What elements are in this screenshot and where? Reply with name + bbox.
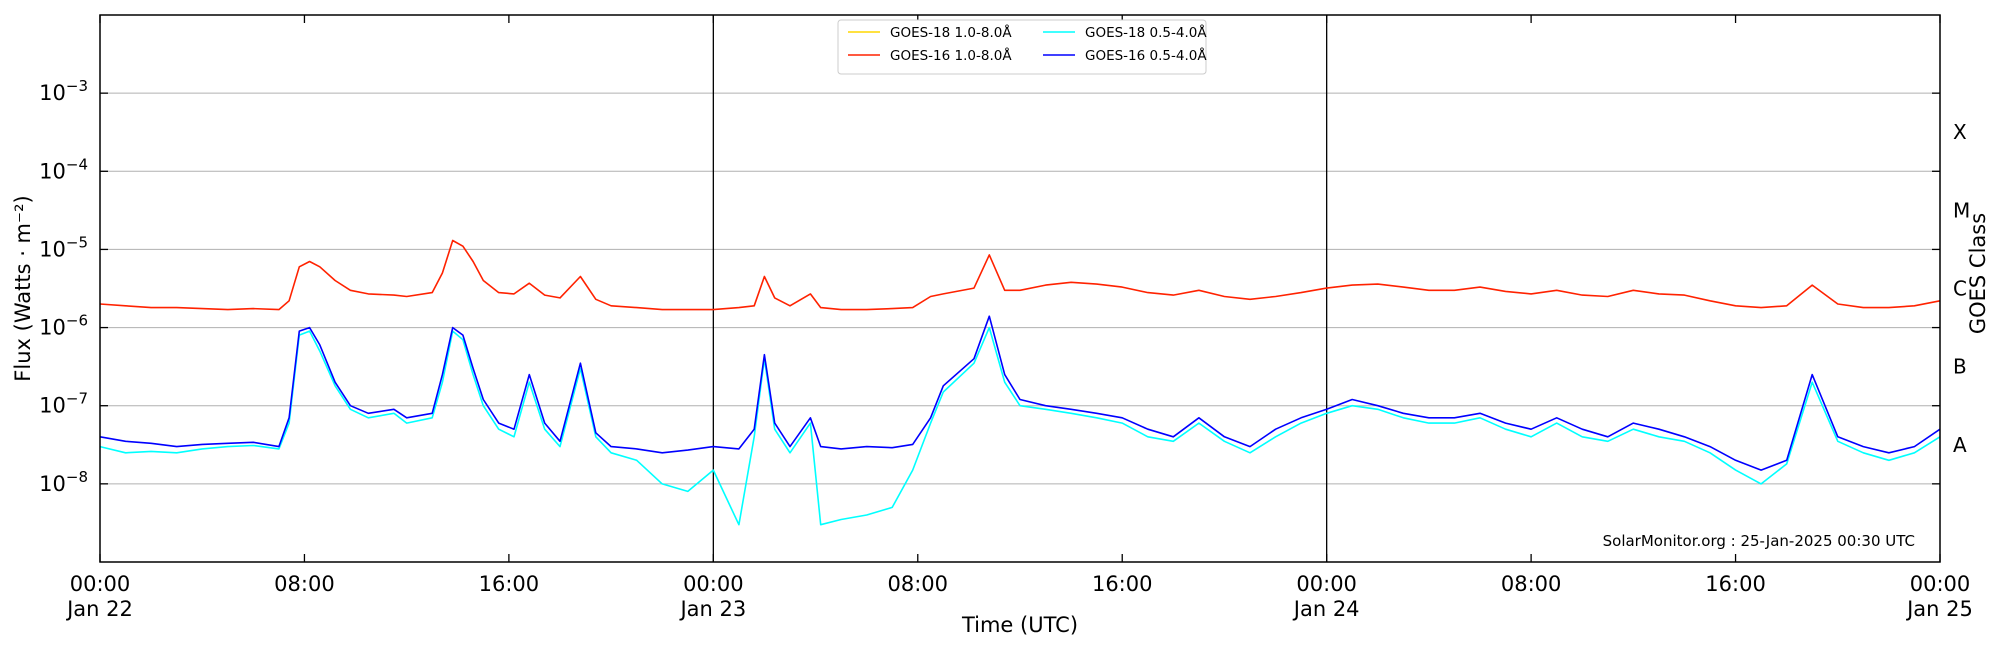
x-tick-date-label: Jan 24: [1292, 597, 1360, 621]
x-tick-date-label: Jan 22: [65, 597, 133, 621]
y-tick-label: 10−7: [39, 390, 88, 418]
x-tick-date-label: Jan 25: [1905, 597, 1973, 621]
x-tick-label: 16:00: [1705, 572, 1766, 596]
x-tick-label: 00:00: [70, 572, 131, 596]
x-tick-label: 00:00: [1296, 572, 1357, 596]
x-tick-date-label: Jan 23: [678, 597, 746, 621]
x-tick-label: 00:00: [1910, 572, 1971, 596]
day-boundary-layer: [712, 15, 1328, 562]
x-tick-label: 08:00: [274, 572, 335, 596]
x-tick-label: 00:00: [683, 572, 744, 596]
x-axis-title: Time (UTC): [961, 613, 1078, 637]
goes-class-label: M: [1953, 198, 1970, 222]
y-axis-ticks: 10−8 10−7 10−6 10−5 10−4 10−3: [39, 77, 1940, 496]
series-line: [99, 239, 1941, 311]
y-tick-label: 10−8: [39, 468, 88, 496]
plot-frame: [99, 14, 1941, 563]
goes-class-ticks: A B C M X: [1953, 120, 1970, 457]
credit-annotation: SolarMonitor.org : 25-Jan-2025 00:30 UTC: [1603, 532, 1915, 550]
grid-layer: [100, 92, 1940, 485]
x-tick-label: 16:00: [1092, 572, 1153, 596]
series-line: [99, 326, 1941, 526]
y-axis-title: Flux (Watts · m⁻²): [11, 195, 35, 381]
legend-label: GOES-16 0.5-4.0Å: [1085, 47, 1207, 64]
y-tick-label: 10−3: [39, 77, 88, 105]
series-layer: [99, 239, 1941, 526]
legend-label: GOES-16 1.0-8.0Å: [890, 47, 1012, 64]
legend-box: [837, 19, 1207, 75]
goes-class-label: A: [1953, 433, 1967, 457]
x-tick-label: 08:00: [888, 572, 949, 596]
legend-items: GOES-18 1.0-8.0Å GOES-16 1.0-8.0Å GOES-18 …: [848, 24, 1207, 64]
y-tick-label: 10−6: [39, 312, 88, 340]
x-tick-label: 08:00: [1501, 572, 1562, 596]
y-tick-label: 10−5: [39, 233, 88, 261]
goes-class-axis-title: GOES Class: [1966, 213, 1990, 334]
goes-class-label: X: [1953, 120, 1967, 144]
goes-class-label: C: [1953, 277, 1967, 301]
legend: GOES-18 1.0-8.0Å GOES-16 1.0-8.0Å GOES-18 …: [837, 19, 1207, 75]
legend-label: GOES-18 1.0-8.0Å: [890, 24, 1012, 41]
legend-label: GOES-18 0.5-4.0Å: [1085, 24, 1207, 41]
x-tick-label: 16:00: [479, 572, 540, 596]
series-line: [99, 315, 1941, 471]
goes-class-label: B: [1953, 355, 1967, 379]
y-tick-label: 10−4: [39, 155, 88, 183]
